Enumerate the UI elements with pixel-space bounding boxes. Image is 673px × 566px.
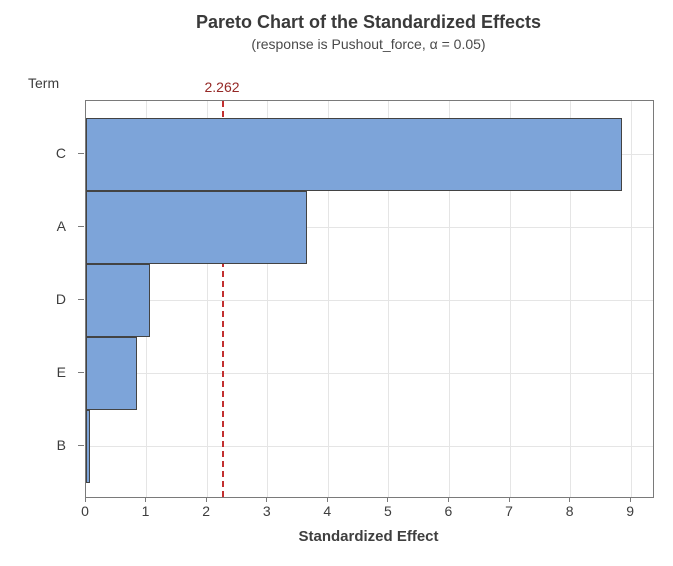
pareto-bar-D bbox=[86, 264, 151, 337]
y-gridline bbox=[86, 300, 653, 301]
x-gridline bbox=[267, 101, 269, 497]
reference-line bbox=[222, 101, 225, 497]
x-tick-label-0: 0 bbox=[81, 503, 89, 519]
x-tick-mark bbox=[387, 497, 389, 502]
x-tick-label-7: 7 bbox=[505, 503, 513, 519]
pareto-bar-C bbox=[86, 118, 622, 191]
x-tick-label-2: 2 bbox=[202, 503, 211, 519]
x-axis-title: Standardized Effect bbox=[298, 528, 439, 545]
y-tick-label-C: C bbox=[55, 144, 66, 161]
y-gridline bbox=[86, 446, 653, 447]
reference-line-label: 2.262 bbox=[204, 79, 240, 95]
x-tick-label-4: 4 bbox=[323, 503, 332, 519]
x-tick-mark bbox=[447, 497, 449, 502]
pareto-bar-A bbox=[86, 191, 307, 264]
y-tick-label-A: A bbox=[56, 217, 66, 234]
chart-title: Pareto Chart of the Standardized Effects bbox=[195, 12, 542, 32]
x-tick-label-1: 1 bbox=[141, 503, 150, 519]
y-tick-mark bbox=[78, 299, 84, 300]
x-gridline bbox=[206, 101, 208, 497]
x-tick-mark bbox=[145, 497, 147, 502]
y-tick-mark bbox=[78, 153, 84, 154]
pareto-bar-B bbox=[86, 410, 91, 483]
x-tick-mark bbox=[326, 497, 328, 502]
y-tick-label-B: B bbox=[56, 436, 66, 453]
x-tick-mark bbox=[508, 497, 510, 502]
y-tick-mark bbox=[78, 226, 84, 227]
y-tick-mark bbox=[78, 445, 84, 446]
x-tick-mark bbox=[629, 497, 631, 502]
x-tick-label-6: 6 bbox=[444, 503, 453, 519]
x-tick-label-5: 5 bbox=[383, 503, 392, 519]
x-gridline bbox=[509, 101, 511, 497]
y-tick-label-D: D bbox=[55, 290, 66, 307]
chart-subtitle: (response is Pushout_force, α = 0.05) bbox=[251, 36, 486, 52]
y-gridline bbox=[86, 373, 653, 374]
plot-area bbox=[85, 100, 654, 498]
x-tick-mark bbox=[266, 497, 268, 502]
pareto-bar-E bbox=[86, 337, 137, 410]
y-axis-title: Term bbox=[28, 75, 60, 91]
x-tick-label-8: 8 bbox=[565, 503, 574, 519]
x-tick-mark bbox=[569, 497, 571, 502]
x-gridline bbox=[388, 101, 390, 497]
x-gridline bbox=[327, 101, 329, 497]
x-tick-mark bbox=[84, 497, 86, 502]
y-tick-label-E: E bbox=[56, 363, 66, 380]
y-gridline bbox=[86, 227, 653, 228]
y-tick-mark bbox=[78, 372, 84, 373]
x-gridline bbox=[570, 101, 572, 497]
x-gridline bbox=[630, 101, 632, 497]
x-tick-label-3: 3 bbox=[262, 503, 271, 519]
x-gridline bbox=[448, 101, 450, 497]
x-tick-mark bbox=[205, 497, 207, 502]
x-tick-label-9: 9 bbox=[626, 503, 635, 519]
